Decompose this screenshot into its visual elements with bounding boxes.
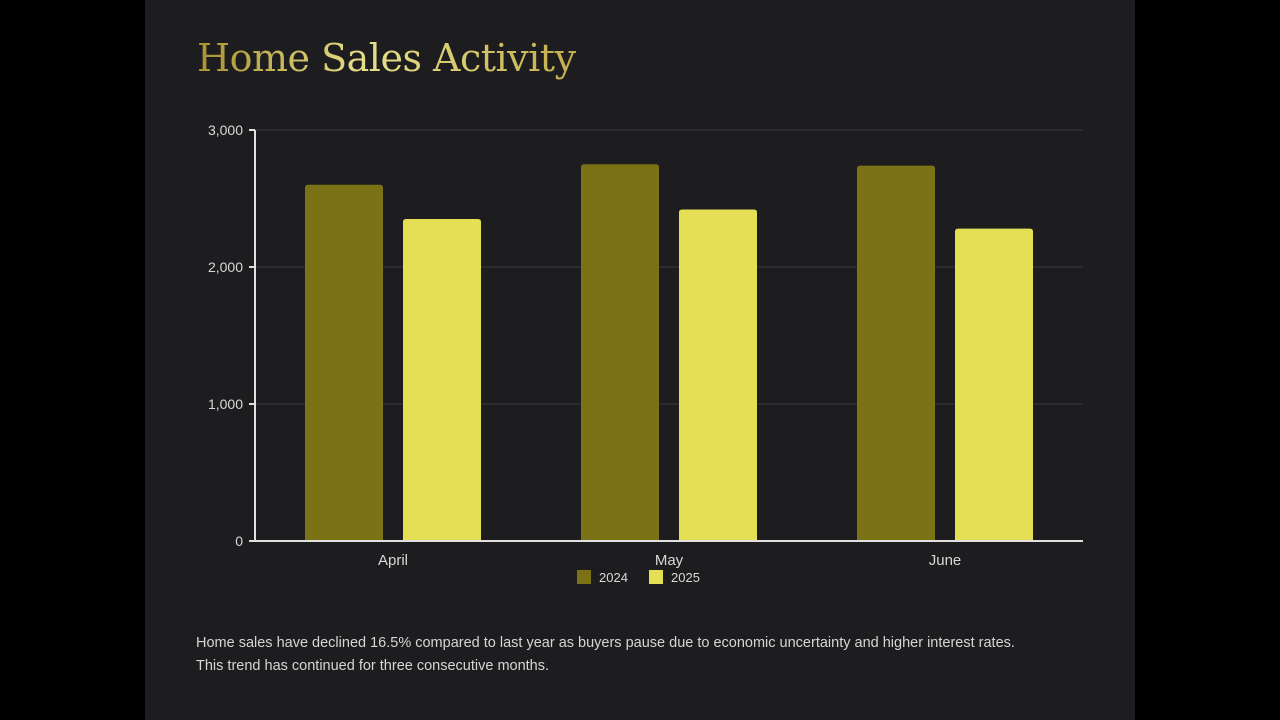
bar-2025-april: [403, 219, 481, 542]
bar-chart: 0 1,000 2,000 3,000 April May June 2024 2025: [208, 122, 1083, 585]
bar-2024-june: [857, 165, 935, 541]
slide: Home Sales Activity 0 1,000 2,000 3,000 Apri…: [145, 0, 1135, 720]
legend-label-2024: 2024: [599, 570, 628, 585]
x-tick-label: May: [655, 552, 684, 569]
y-tick-label: 1,000: [208, 396, 243, 412]
caption: Home sales have declined 16.5% compared …: [196, 632, 1096, 678]
bar-2025-may: [679, 209, 757, 541]
legend-swatch-2024: [577, 570, 591, 584]
caption-line-1: Home sales have declined 16.5% compared …: [196, 635, 1015, 651]
bar-2024-april: [305, 184, 383, 542]
legend-label-2025: 2025: [671, 570, 700, 585]
y-tick-label: 2,000: [208, 259, 243, 275]
chart-title: Home Sales Activity: [197, 36, 576, 80]
bar-2024-may: [581, 164, 659, 541]
x-tick-label: April: [378, 552, 408, 569]
bar-2025-june: [955, 228, 1033, 541]
y-tick-label: 3,000: [208, 122, 243, 138]
legend-swatch-2025: [649, 570, 663, 584]
x-tick-label: June: [929, 552, 962, 569]
caption-line-2: This trend has continued for three conse…: [196, 658, 550, 674]
y-tick-label: 0: [235, 533, 243, 549]
